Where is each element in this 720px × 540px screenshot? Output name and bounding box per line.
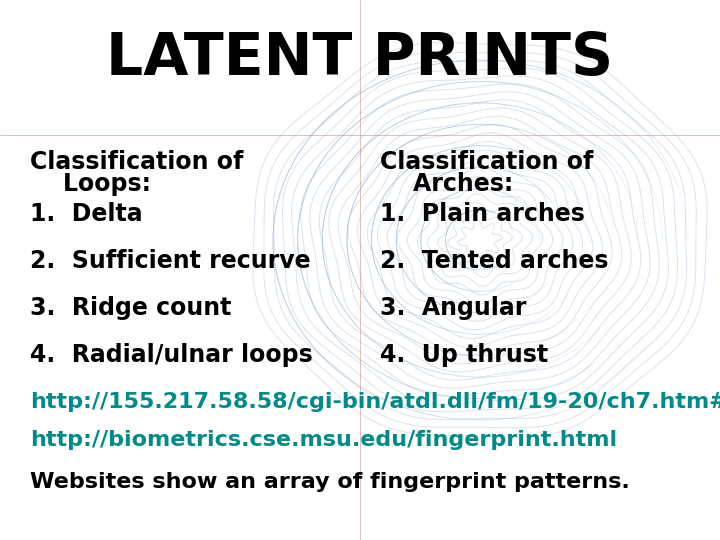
Text: http://155.217.58.58/cgi-bin/atdl.dll/fm/19-20/ch7.htm#s8: http://155.217.58.58/cgi-bin/atdl.dll/fm…: [30, 392, 720, 412]
Text: 2.  Sufficient recurve: 2. Sufficient recurve: [30, 249, 310, 273]
Text: Classification of: Classification of: [30, 150, 243, 174]
Text: 3.  Ridge count: 3. Ridge count: [30, 296, 231, 320]
Text: 4.  Up thrust: 4. Up thrust: [380, 343, 548, 367]
Text: Websites show an array of fingerprint patterns.: Websites show an array of fingerprint pa…: [30, 472, 630, 492]
Text: 4.  Radial/ulnar loops: 4. Radial/ulnar loops: [30, 343, 312, 367]
Text: LATENT PRINTS: LATENT PRINTS: [107, 30, 613, 87]
Text: Classification of: Classification of: [380, 150, 593, 174]
Text: Arches:: Arches:: [380, 172, 513, 196]
Text: 1.  Plain arches: 1. Plain arches: [380, 202, 585, 226]
Text: Loops:: Loops:: [30, 172, 151, 196]
Text: http://biometrics.cse.msu.edu/fingerprint.html: http://biometrics.cse.msu.edu/fingerprin…: [30, 430, 617, 450]
Text: 3.  Angular: 3. Angular: [380, 296, 526, 320]
Text: 2.  Tented arches: 2. Tented arches: [380, 249, 608, 273]
Text: 1.  Delta: 1. Delta: [30, 202, 143, 226]
